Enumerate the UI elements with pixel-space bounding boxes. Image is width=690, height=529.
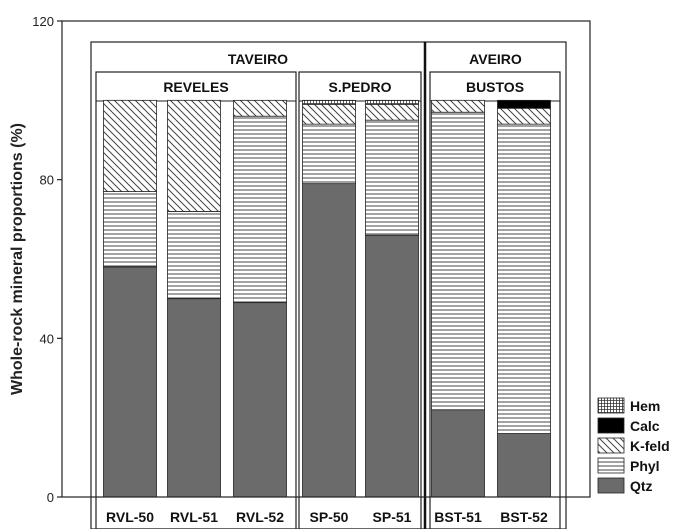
category-label: RVL-50: [106, 509, 154, 525]
bar-segment-phyl-rvl-51: [167, 210, 221, 300]
bar-segment-qtz-bst-51: [431, 409, 485, 498]
bar-segment-k-feld-bst-51: [431, 99, 485, 113]
category-label: SP-51: [373, 509, 412, 525]
legend-swatch-hem: [597, 397, 625, 414]
category-label: RVL-52: [236, 509, 284, 525]
y-tick-label: 120: [32, 14, 54, 29]
bar-segment-phyl-rvl-50: [103, 191, 157, 268]
y-tick-label: 40: [40, 331, 54, 346]
category-label: SP-50: [310, 509, 349, 525]
bar-segment-qtz-rvl-51: [167, 298, 221, 498]
subgroup-box: [95, 71, 297, 529]
legend-label: Hem: [630, 398, 660, 414]
bar-segment-phyl-bst-51: [431, 111, 485, 411]
category-label: BST-51: [434, 509, 482, 525]
legend-swatch-k-feld: [597, 437, 625, 454]
bar-segment-hem-sp-50: [302, 99, 356, 105]
legend-swatch-phyl: [597, 457, 625, 474]
y-tick-label: 80: [40, 173, 54, 188]
legend-swatch-qtz: [597, 477, 625, 494]
subgroup-box: [429, 71, 561, 529]
bar-segment-qtz-sp-50: [302, 183, 356, 498]
bar-segment-phyl-rvl-52: [233, 115, 287, 304]
bar-segment-qtz-rvl-52: [233, 302, 287, 498]
bar-segment-k-feld-rvl-52: [233, 99, 287, 117]
group-label: AVEIRO: [469, 51, 522, 67]
legend-label: Phyl: [630, 458, 660, 474]
group-label: TAVEIRO: [228, 51, 288, 67]
bar-segment-k-feld-bst-52: [497, 107, 551, 125]
subgroup-label: REVELES: [163, 79, 228, 95]
legend-label: Calc: [630, 418, 660, 434]
y-tick-label: 0: [47, 490, 54, 505]
bar-segment-phyl-bst-52: [497, 123, 551, 434]
legend-label: Qtz: [630, 478, 653, 494]
bar-segment-phyl-sp-51: [365, 119, 419, 236]
subgroup-label: BUSTOS: [466, 79, 524, 95]
bar-segment-phyl-sp-50: [302, 123, 356, 185]
category-label: BST-52: [500, 509, 548, 525]
legend-label: K-feld: [630, 438, 670, 454]
bar-segment-qtz-rvl-50: [103, 266, 157, 498]
bar-segment-k-feld-rvl-50: [103, 99, 157, 192]
bar-segment-qtz-sp-51: [365, 234, 419, 498]
bar-segment-k-feld-sp-50: [302, 103, 356, 125]
subgroup-box: [298, 71, 422, 529]
bar-segment-calc-bst-52: [497, 99, 551, 109]
category-label: RVL-51: [170, 509, 218, 525]
plot-frame: [61, 20, 591, 498]
y-axis-label: Whole-rock mineral proportions (%): [9, 123, 26, 395]
legend-swatch-calc: [597, 417, 625, 434]
subgroup-label: S.PEDRO: [328, 79, 391, 95]
bar-segment-qtz-bst-52: [497, 433, 551, 498]
bar-segment-k-feld-rvl-51: [167, 99, 221, 212]
bar-segment-hem-sp-51: [365, 99, 419, 105]
bar-segment-k-feld-sp-51: [365, 103, 419, 121]
